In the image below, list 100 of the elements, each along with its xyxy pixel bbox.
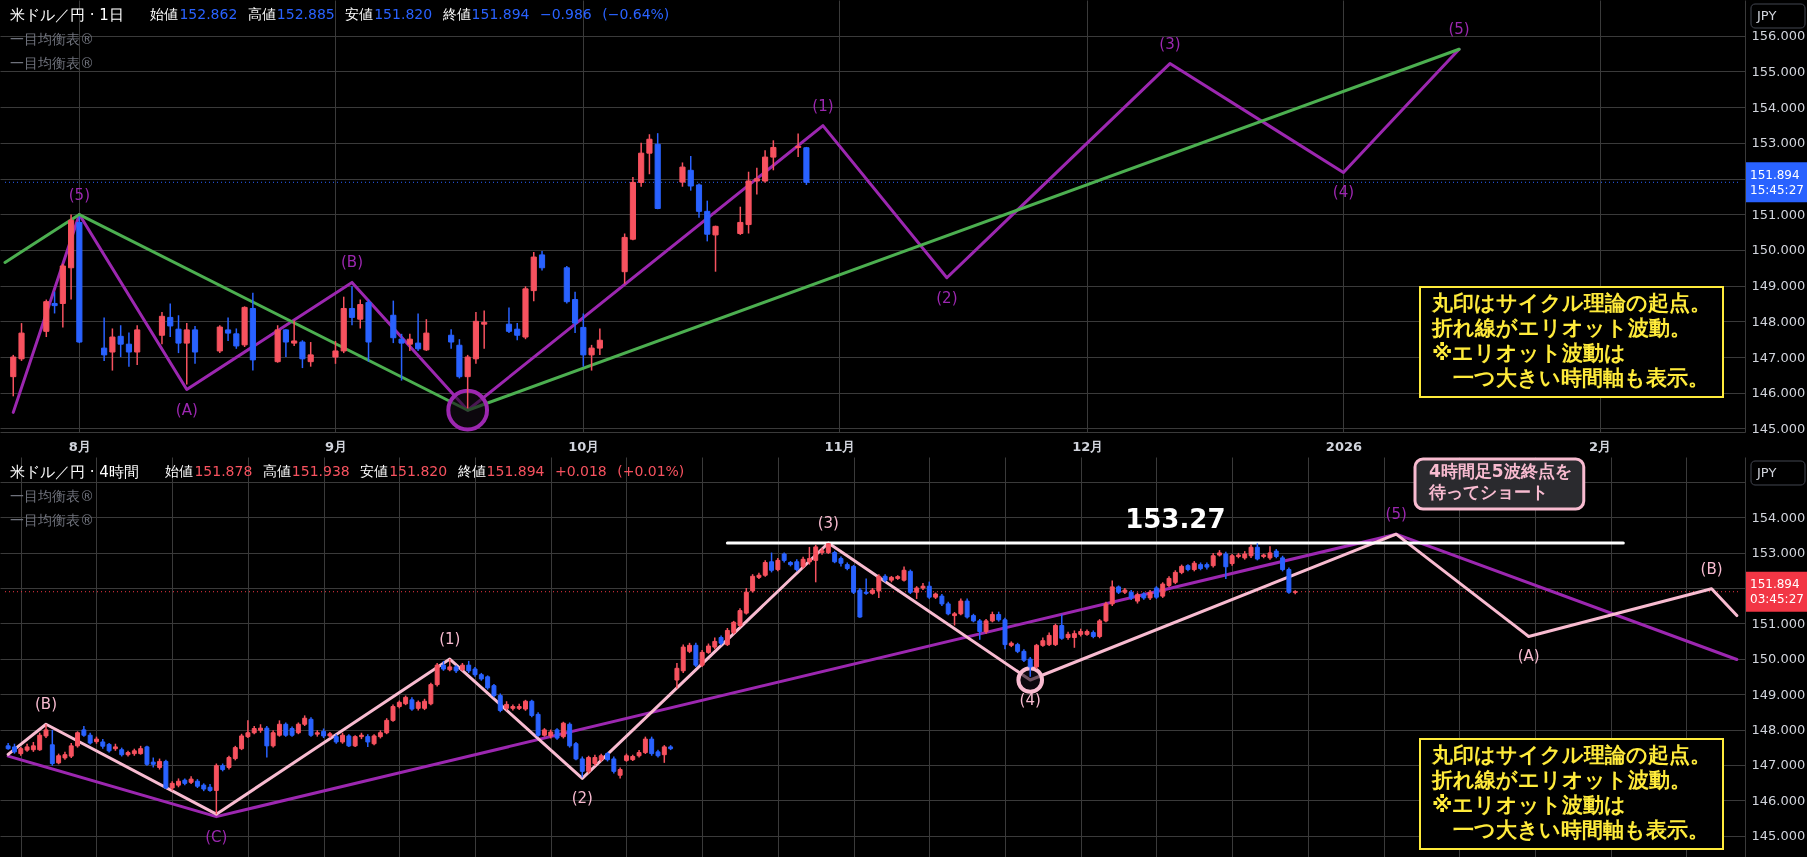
y-tick-label: 146.000 bbox=[1751, 385, 1806, 401]
candlestick bbox=[49, 729, 55, 767]
annotation: (5) bbox=[1385, 505, 1407, 524]
candlestick bbox=[535, 711, 541, 738]
chart-title: 米ドル／円 · 4時間 bbox=[10, 463, 139, 481]
candlestick bbox=[348, 285, 356, 326]
y-tick-label: 146.000 bbox=[1751, 792, 1806, 808]
candlestick bbox=[125, 331, 132, 368]
candlestick bbox=[307, 341, 314, 368]
candlestick bbox=[51, 290, 58, 315]
y-tick-label: 149.000 bbox=[1751, 278, 1806, 294]
annotation: ※エリオット波動は bbox=[1432, 341, 1627, 365]
annotation: ※エリオット波動は bbox=[1432, 793, 1627, 817]
candlestick bbox=[572, 290, 579, 334]
candlestick bbox=[282, 328, 289, 358]
candlestick bbox=[770, 139, 777, 172]
annotation: (1) bbox=[812, 96, 834, 115]
annotation: (A) bbox=[175, 400, 198, 419]
annotation: (2) bbox=[571, 789, 593, 808]
candlestick bbox=[769, 551, 775, 574]
candlestick bbox=[646, 133, 653, 175]
y-tick-label: 147.000 bbox=[1751, 349, 1806, 365]
candlestick bbox=[1059, 613, 1065, 641]
annotation: (4) bbox=[1332, 183, 1355, 202]
data-label: 153.27 bbox=[1125, 504, 1226, 535]
candlestick bbox=[225, 316, 232, 342]
text: JPY bbox=[1756, 465, 1777, 480]
y-tick-label: 151.000 bbox=[1751, 615, 1806, 631]
candlestick bbox=[109, 327, 116, 372]
candlestick bbox=[175, 314, 182, 354]
annotation: (2) bbox=[936, 288, 958, 307]
x-tick-label: 12月 bbox=[1072, 438, 1104, 454]
candlestick bbox=[101, 316, 108, 362]
candlestick bbox=[299, 339, 306, 369]
y-tick-label: 156.000 bbox=[1751, 28, 1806, 44]
annotation: 一目均衡表® bbox=[10, 31, 94, 47]
annotation: 丸印はサイクル理論の起点。 bbox=[1431, 291, 1711, 315]
y-tick-label: 154.000 bbox=[1751, 509, 1806, 525]
x-tick-label: 10月 bbox=[568, 438, 600, 454]
candlestick bbox=[907, 568, 913, 595]
candlestick bbox=[398, 333, 405, 382]
candlestick bbox=[134, 324, 141, 366]
text: 始値151.878 高値151.938 安値151.820 終値151.894 +0.018 (+0.01%) bbox=[165, 463, 685, 479]
candlestick bbox=[687, 155, 694, 192]
annotation: 折れ線がエリオット波動。 bbox=[1431, 316, 1691, 340]
candlestick bbox=[538, 250, 546, 272]
candlestick bbox=[216, 324, 223, 354]
y-tick-label: 145.000 bbox=[1751, 828, 1806, 844]
candlestick bbox=[863, 577, 869, 596]
candlestick bbox=[390, 299, 397, 344]
annotation: (B) bbox=[1700, 559, 1723, 578]
candlestick bbox=[264, 725, 270, 759]
annotation: 一つ大きい時間軸も表示。 bbox=[1453, 818, 1709, 842]
annotation: (B) bbox=[341, 253, 363, 272]
x-tick-label: 2026 bbox=[1325, 438, 1363, 454]
annotation: (3) bbox=[1159, 34, 1181, 53]
text: JPY bbox=[1756, 8, 1777, 23]
annotation: 一目均衡表® bbox=[10, 488, 94, 504]
candlestick bbox=[481, 309, 488, 350]
candlestick bbox=[158, 311, 166, 345]
y-tick-label: 145.000 bbox=[1751, 420, 1806, 436]
annotation: 一目均衡表® bbox=[10, 55, 94, 71]
y-tick-label: 148.000 bbox=[1751, 313, 1806, 329]
annotation: (1) bbox=[439, 630, 461, 649]
candlestick bbox=[183, 322, 190, 386]
annotation: 一目均衡表® bbox=[10, 512, 94, 528]
candlestick bbox=[308, 716, 314, 738]
candlestick bbox=[712, 224, 719, 273]
candlestick bbox=[679, 161, 686, 188]
candlestick bbox=[762, 149, 769, 184]
candlestick bbox=[357, 298, 364, 330]
y-tick-label: 154.000 bbox=[1751, 99, 1806, 115]
candlestick bbox=[332, 340, 339, 365]
y-tick-label: 155.000 bbox=[1751, 63, 1806, 79]
candlestick bbox=[505, 306, 513, 334]
x-tick-label: 11月 bbox=[824, 438, 856, 454]
candlestick bbox=[596, 327, 603, 356]
annotation: (A) bbox=[1517, 647, 1540, 666]
y-tick-label: 148.000 bbox=[1751, 722, 1806, 738]
annotation: (5) bbox=[1448, 20, 1470, 39]
y-tick-label: 151.000 bbox=[1751, 206, 1806, 222]
y-tick-label: 147.000 bbox=[1751, 757, 1806, 773]
ref-line-label: 151.894 03:45:27 bbox=[1750, 577, 1804, 607]
text: 始値152.862 高値152.885 安値151.820 終値151.894 −0.986 (−0.64%) bbox=[150, 6, 670, 22]
candlestick bbox=[233, 327, 240, 350]
candlestick bbox=[423, 318, 430, 352]
annotation: (5) bbox=[68, 185, 90, 204]
candlestick bbox=[704, 199, 711, 243]
y-tick-label: 149.000 bbox=[1751, 686, 1806, 702]
y-tick-label: 153.000 bbox=[1751, 545, 1806, 561]
candlestick bbox=[753, 167, 760, 196]
annotation: (3) bbox=[817, 514, 839, 533]
ref-line-label: 151.894 15:45:27 bbox=[1750, 167, 1804, 197]
annotation: 4時間足5波終点を待ってショート bbox=[1428, 461, 1572, 502]
annotation: 丸印はサイクル理論の起点。 bbox=[1431, 743, 1711, 767]
y-tick-label: 153.000 bbox=[1751, 135, 1806, 151]
candlestick bbox=[415, 312, 422, 352]
annotation: (C) bbox=[205, 827, 228, 846]
candlestick bbox=[167, 302, 174, 338]
x-tick-label: 8月 bbox=[68, 438, 91, 454]
